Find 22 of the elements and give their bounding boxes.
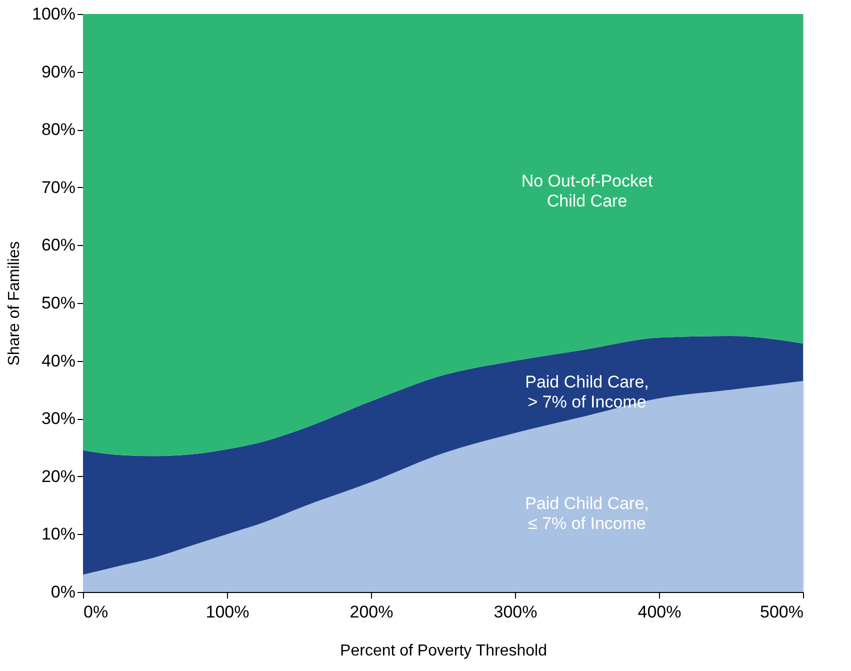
series-label: Paid Child Care, ≤ 7% of Income <box>525 494 649 533</box>
y-tick-label: 10% <box>41 524 76 544</box>
y-tick-label: 100% <box>32 4 76 24</box>
y-tick-label: 40% <box>41 351 76 370</box>
series-label: Paid Child Care, > 7% of Income <box>525 372 649 412</box>
y-tick-label: 90% <box>41 62 76 82</box>
y-tick-label: 0% <box>50 582 76 602</box>
x-tick-label: 400% <box>638 602 682 622</box>
x-tick-label: 100% <box>206 602 250 622</box>
x-tick-label: 300% <box>494 602 538 622</box>
y-tick-label: 20% <box>41 466 76 486</box>
y-tick-label: 30% <box>41 409 76 428</box>
y-axis-title: Share of Families <box>6 241 24 366</box>
x-tick-label: 0% <box>84 602 108 622</box>
y-tick-label: 70% <box>41 178 76 197</box>
x-tick-label: 200% <box>350 602 394 622</box>
x-tick-label: 500% <box>760 602 804 622</box>
series-label: No Out-of-Pocket Child Care <box>521 172 653 211</box>
y-tick-label: 80% <box>41 120 76 140</box>
x-axis-title: Percent of Poverty Threshold <box>340 642 547 660</box>
y-tick-label: 50% <box>41 294 76 312</box>
y-tick-label: 60% <box>41 236 76 255</box>
